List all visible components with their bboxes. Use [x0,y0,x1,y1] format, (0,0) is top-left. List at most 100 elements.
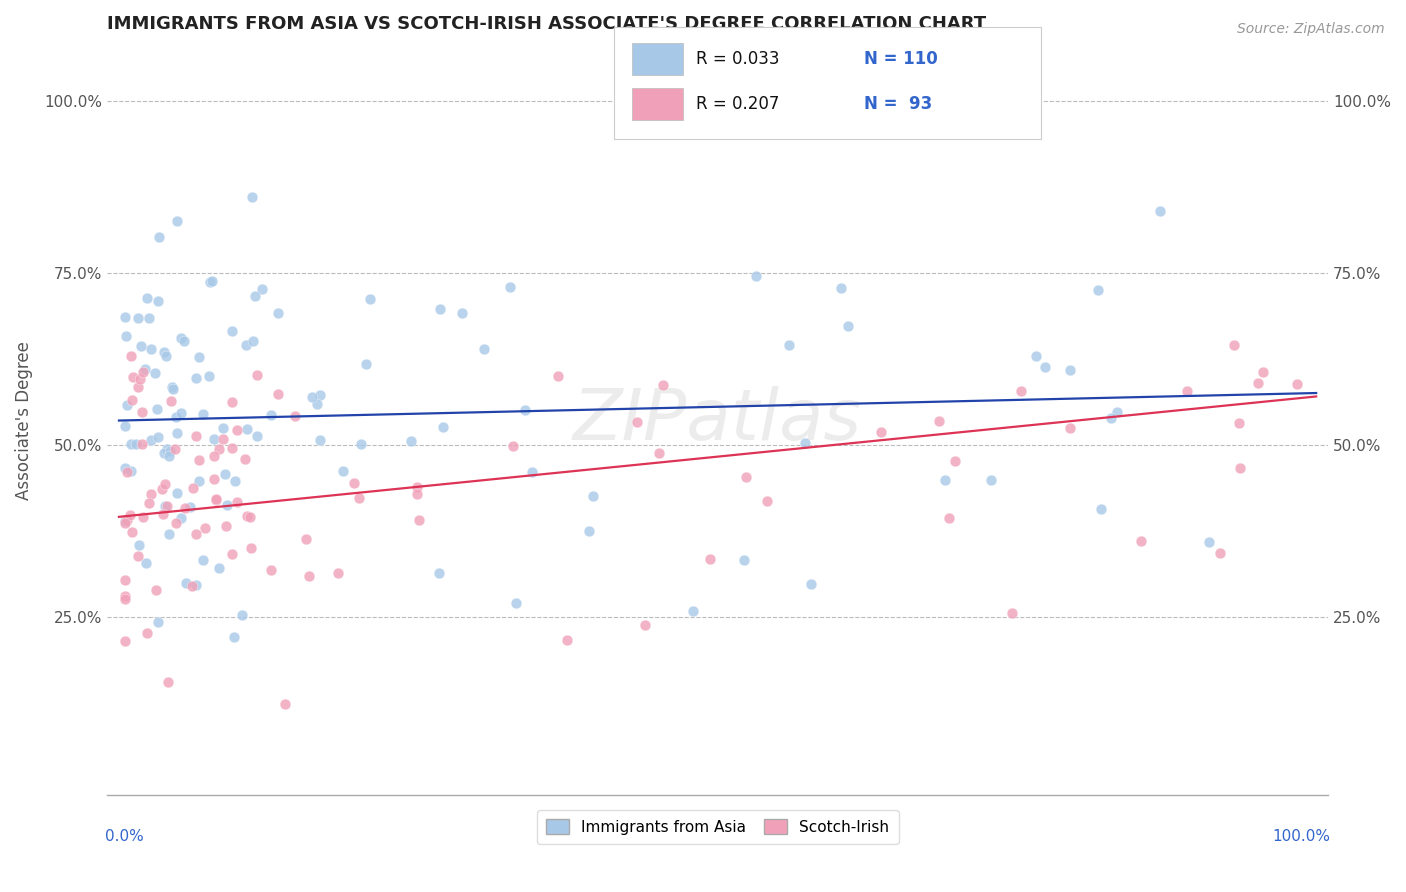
Point [166,214,188,228]
Point [114,592,136,607]
Point [170,331,193,345]
Point [235,338,257,352]
Point [121,525,143,540]
Point [146,294,169,309]
Point [146,615,169,630]
Point [131,405,153,419]
Point [166,425,188,440]
Point [745,268,768,283]
Point [148,230,170,244]
Point [221,442,243,456]
Point [515,402,537,417]
Point [245,368,267,382]
Point [181,481,204,495]
Point [153,446,176,460]
Point [139,342,162,356]
Point [1129,534,1152,549]
Point [211,432,233,446]
Point [239,510,262,524]
Point [224,474,246,488]
Point [634,618,657,632]
Point [187,350,209,364]
Point [120,350,142,364]
Point [114,514,136,528]
Point [830,280,852,294]
Point [211,421,233,435]
Point [266,386,288,401]
Point [226,423,249,437]
Point [472,342,495,356]
Text: N =  93: N = 93 [865,95,932,113]
Point [121,393,143,408]
Point [115,465,138,479]
Point [406,480,429,494]
Point [153,476,176,491]
Point [221,395,243,409]
Point [406,486,429,500]
Point [652,378,675,392]
Point [1001,606,1024,620]
Point [131,365,153,379]
Point [648,445,671,459]
Point [208,560,231,574]
Point [193,408,215,422]
Point [155,349,177,363]
Point [120,508,142,523]
Point [246,428,269,442]
Point [779,338,801,352]
Point [1010,384,1032,398]
Point [114,460,136,475]
Point [1087,283,1109,297]
Point [188,453,211,467]
Point [945,453,967,467]
Point [180,579,202,593]
Point [208,442,231,456]
Point [127,379,149,393]
Text: R = 0.207: R = 0.207 [696,95,779,113]
Y-axis label: Associate's Degree: Associate's Degree [15,341,32,500]
Point [215,498,238,512]
Point [145,366,167,380]
Point [115,398,138,412]
Point [205,492,228,507]
Point [114,329,136,343]
Point [114,310,136,324]
Point [153,499,176,513]
Point [152,508,174,522]
Point [547,368,569,383]
Point [578,524,600,538]
Point [359,293,381,307]
Text: ZIPatlas: ZIPatlas [574,386,862,455]
Point [174,501,197,516]
Point [226,495,249,509]
Point [239,541,262,556]
Point [343,475,366,490]
Point [980,474,1002,488]
Point [242,334,264,348]
Point [221,325,243,339]
Point [128,538,150,552]
Point [135,556,157,570]
Point [117,513,139,527]
Point [129,372,152,386]
Point [284,409,307,424]
Point [794,436,817,450]
Point [328,566,350,580]
Point [505,596,527,610]
Point [114,573,136,587]
Point [193,553,215,567]
Point [156,442,179,457]
Point [187,475,209,489]
Point [202,449,225,463]
Point [131,437,153,451]
Point [145,582,167,597]
Point [1149,204,1171,219]
FancyBboxPatch shape [633,88,683,120]
Point [236,509,259,524]
Point [166,486,188,500]
Point [755,493,778,508]
Text: Source: ZipAtlas.com: Source: ZipAtlas.com [1237,22,1385,37]
Point [184,527,207,541]
Point [1090,501,1112,516]
Point [136,291,159,305]
